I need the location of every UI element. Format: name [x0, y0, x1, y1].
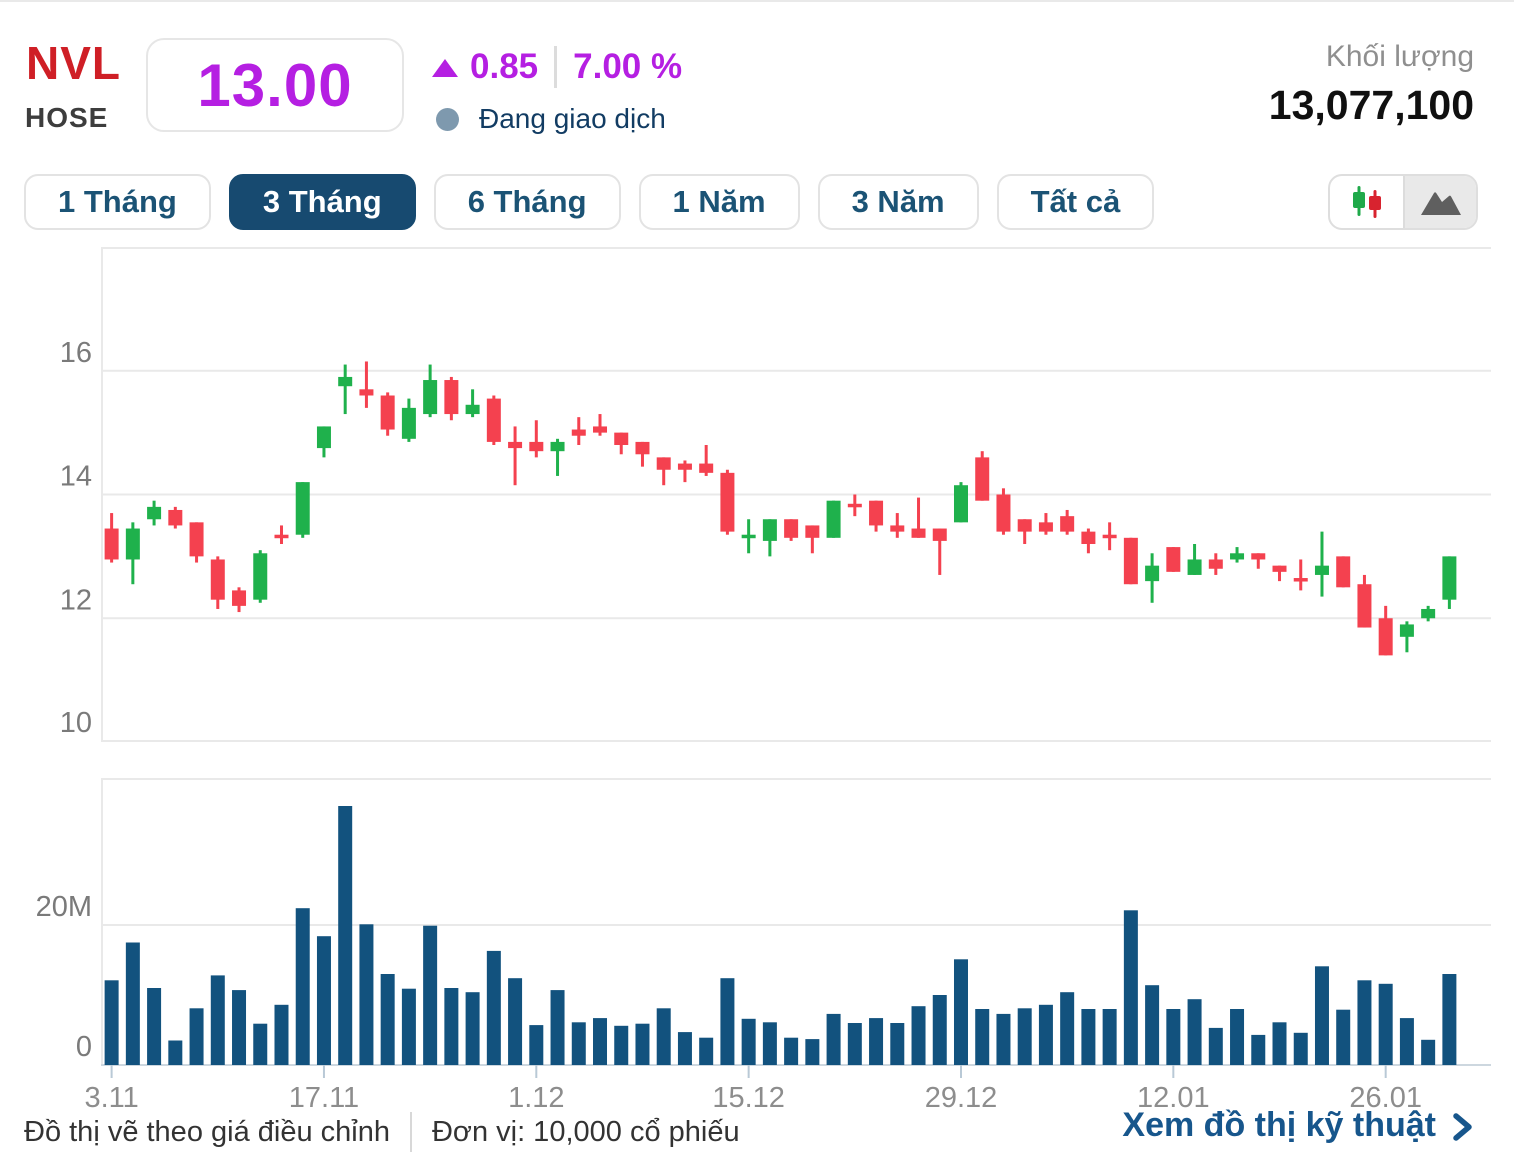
chevron-right-icon: [1453, 1113, 1472, 1141]
tab-6-months[interactable]: 6 Tháng: [433, 174, 621, 230]
ticker-symbol: NVL: [26, 37, 121, 89]
svg-text:10: 10: [60, 707, 92, 739]
chart-type-toggle: [1328, 174, 1478, 230]
period-tabs: 1 Tháng 3 Tháng 6 Tháng 1 Năm 3 Năm Tất …: [24, 174, 1155, 230]
price-box: 13.00: [146, 38, 404, 132]
footer-notes: Đồ thị vẽ theo giá điều chỉnh Đơn vị: 10…: [24, 1112, 740, 1152]
volume-value: 13,077,100: [1268, 82, 1474, 128]
price-change-percent: 7.00 %: [573, 47, 683, 86]
trading-status: Đang giao dịch: [436, 103, 666, 135]
svg-text:12: 12: [60, 584, 92, 616]
svg-text:15.12: 15.12: [712, 1082, 785, 1108]
divider: [409, 1112, 412, 1152]
svg-text:3.11: 3.11: [84, 1082, 138, 1108]
status-dot-icon: [436, 107, 459, 131]
price-change-row: 0.85 7.00 %: [432, 46, 682, 88]
current-price: 13.00: [197, 51, 353, 119]
technical-chart-link-label: Xem đồ thị kỹ thuật: [1122, 1106, 1436, 1144]
svg-text:14: 14: [60, 461, 92, 493]
svg-text:0: 0: [76, 1031, 92, 1063]
candlestick-chart[interactable]: 16 14 12 10: [0, 247, 1514, 747]
tab-3-months[interactable]: 3 Tháng: [228, 174, 416, 230]
svg-text:12.01: 12.01: [1137, 1082, 1210, 1108]
technical-chart-link[interactable]: Xem đồ thị kỹ thuật: [1122, 1106, 1474, 1145]
svg-text:17.11: 17.11: [289, 1082, 359, 1108]
price-change-value: 0.85: [470, 47, 539, 86]
candlestick-chart-button[interactable]: [1330, 176, 1403, 228]
tab-1-month[interactable]: 1 Tháng: [24, 174, 211, 230]
exchange-name: HOSE: [25, 102, 109, 133]
volume-label: Khối lượng: [1325, 40, 1474, 73]
svg-text:29.12: 29.12: [925, 1082, 998, 1108]
adjusted-price-note: Đồ thị vẽ theo giá điều chỉnh: [24, 1115, 390, 1148]
unit-note: Đơn vị: 10,000 cổ phiếu: [431, 1115, 740, 1148]
volume-header: Khối lượng 13,077,100: [1269, 40, 1474, 129]
volume-chart[interactable]: 20M 0 3.11 17.11 1.12 15.12 29.12 12.01 26.01: [0, 778, 1514, 1108]
svg-text:16: 16: [60, 337, 92, 369]
tab-1-year[interactable]: 1 Năm: [638, 174, 800, 230]
candlestick-icon: [1352, 186, 1381, 218]
divider: [554, 46, 558, 88]
svg-text:26.01: 26.01: [1349, 1082, 1422, 1108]
status-label: Đang giao dịch: [479, 103, 666, 134]
svg-text:1.12: 1.12: [508, 1082, 564, 1108]
mountain-area-icon: [1420, 192, 1461, 215]
tab-all[interactable]: Tất cả: [996, 174, 1155, 230]
up-triangle-icon: [432, 59, 458, 77]
svg-text:20M: 20M: [36, 891, 92, 923]
tab-3-years[interactable]: 3 Năm: [817, 174, 979, 230]
area-chart-button[interactable]: [1403, 176, 1476, 228]
